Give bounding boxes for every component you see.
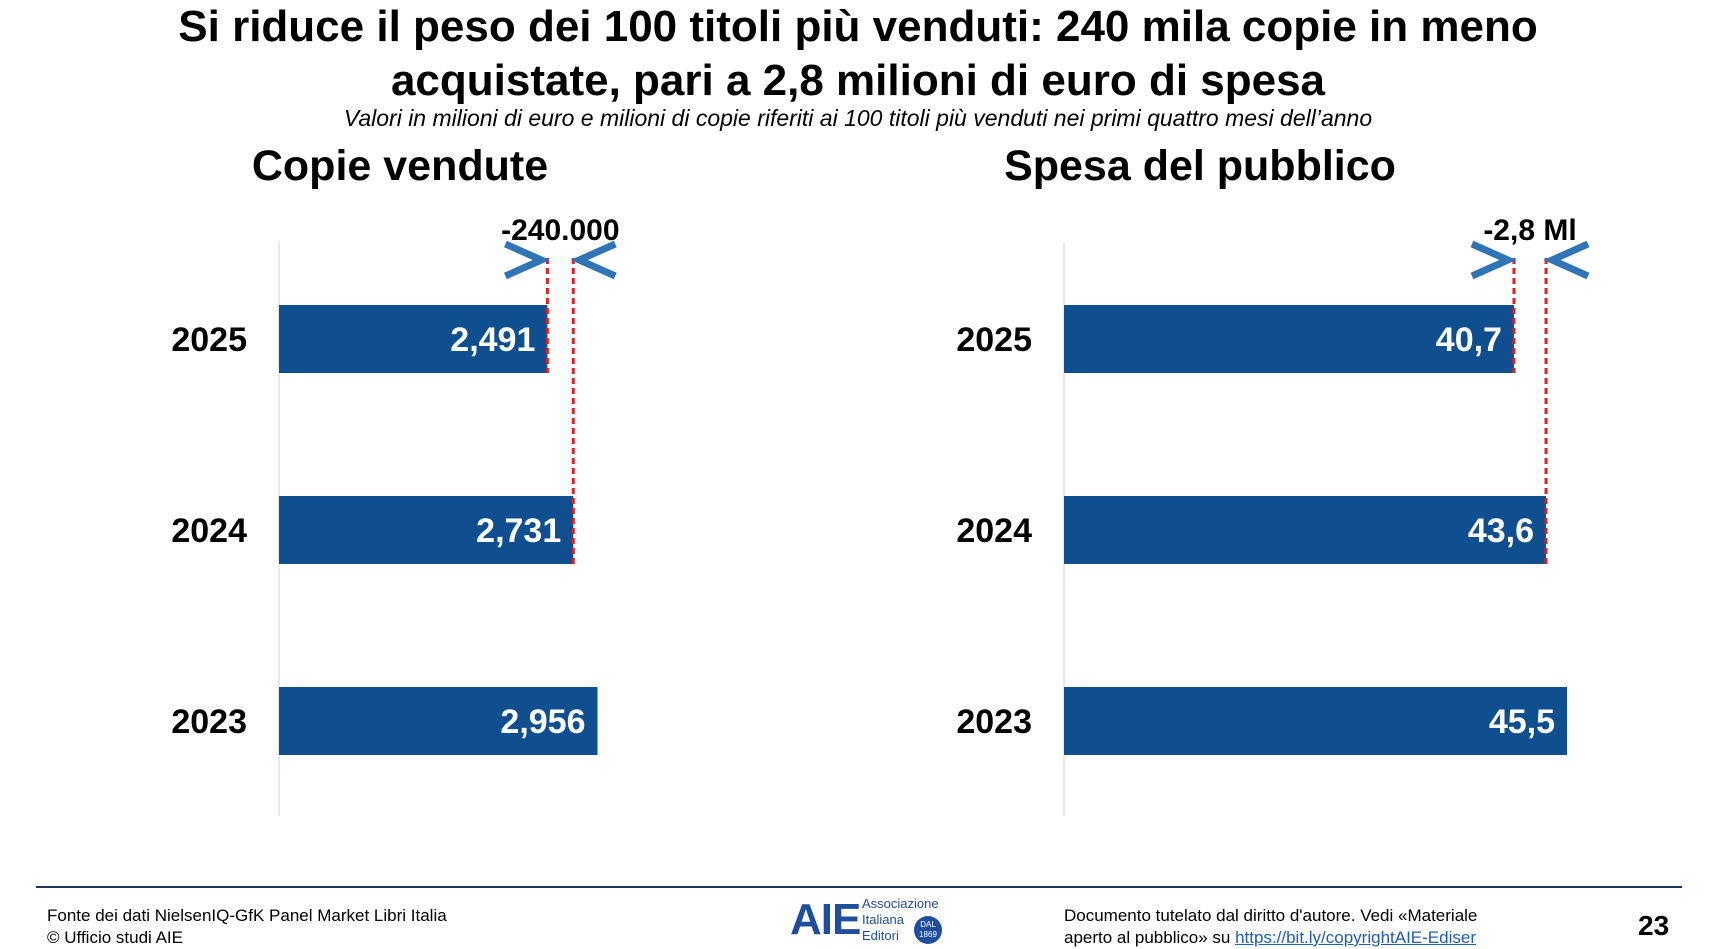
spending-bar (1064, 496, 1547, 564)
spending-chevron-left-icon (1543, 240, 1590, 280)
spending-value-label: 43,6 (1468, 512, 1534, 550)
footer-divider (36, 886, 1682, 888)
page-title: Si riduce il peso dei 100 titoli più ven… (60, 0, 1656, 108)
spending-category-label: 2025 (956, 321, 1032, 359)
copies-category-label: 2025 (171, 321, 247, 359)
copies-value-label: 2,956 (500, 703, 585, 741)
title-line-2: acquistate, pari a 2,8 milioni di euro d… (390, 56, 1326, 105)
spending-category-label: 2024 (956, 512, 1032, 550)
copies-category-label: 2024 (171, 512, 247, 550)
aie-logo: AIE Associazione Italiana Editori DAL 18… (790, 896, 950, 948)
copies-value-label: 2,491 (450, 321, 535, 359)
source-line: Fonte dei dati NielsenIQ-GfK Panel Marke… (47, 906, 447, 925)
seal-line-2: 1869 (919, 930, 937, 939)
title-line-1: Si riduce il peso dei 100 titoli più ven… (178, 2, 1538, 51)
rights-prefix: aperto al pubblico» su (1064, 928, 1236, 947)
copies-bar (279, 305, 548, 373)
copies-difference-label: -240.000 (501, 214, 619, 247)
seal-line-1: DAL (920, 920, 936, 929)
chart-title-spending: Spesa del pubblico (1004, 142, 1396, 190)
footer-rights: Documento tutelato dal diritto d'autore.… (1064, 905, 1477, 949)
copyright-link[interactable]: https://bit.ly/copyrightAIE-Ediser (1235, 928, 1476, 947)
copyright-line: © Ufficio studi AIE (47, 928, 183, 947)
spending-chevron-right-icon (1470, 240, 1517, 280)
footer-source: Fonte dei dati NielsenIQ-GfK Panel Marke… (47, 905, 447, 949)
logo-line-3: Editori (862, 928, 899, 943)
copies-category-label: 2023 (171, 703, 247, 741)
spending-bar (1064, 687, 1568, 755)
copies-value-label: 2,731 (476, 512, 561, 550)
page-subtitle: Valori in milioni di euro e milioni di c… (343, 105, 1373, 131)
spending-bar-chart: 2025 40,7 2024 43,6 2023 45,5 -2,8 Ml (956, 214, 1590, 816)
spending-bar (1064, 305, 1514, 373)
logo-line-2: Italiana (862, 912, 904, 927)
aie-logo-text: Associazione Italiana Editori (862, 896, 939, 944)
copies-chevron-left-icon (570, 240, 617, 280)
logo-line-1: Associazione (862, 896, 939, 911)
rights-line-2: aperto al pubblico» su https://bit.ly/co… (1064, 927, 1477, 949)
copies-bar (279, 496, 574, 564)
copies-bar (279, 687, 598, 755)
logo-seal-icon: DAL 1869 (914, 916, 942, 944)
rights-line-1: Documento tutelato dal diritto d'autore.… (1064, 906, 1478, 925)
aie-logo-mark: AIE (790, 895, 861, 944)
spending-difference-label: -2,8 Ml (1483, 214, 1576, 247)
copies-bar-chart: 2025 2,491 2024 2,731 2023 2,956 -240.000 (171, 214, 620, 816)
chart-title-copies: Copie vendute (251, 142, 549, 190)
spending-value-label: 40,7 (1436, 321, 1502, 359)
page-number: 23 (1638, 910, 1670, 941)
spending-category-label: 2023 (956, 703, 1032, 741)
spending-value-label: 45,5 (1489, 703, 1555, 741)
copies-chevron-right-icon (503, 240, 551, 280)
